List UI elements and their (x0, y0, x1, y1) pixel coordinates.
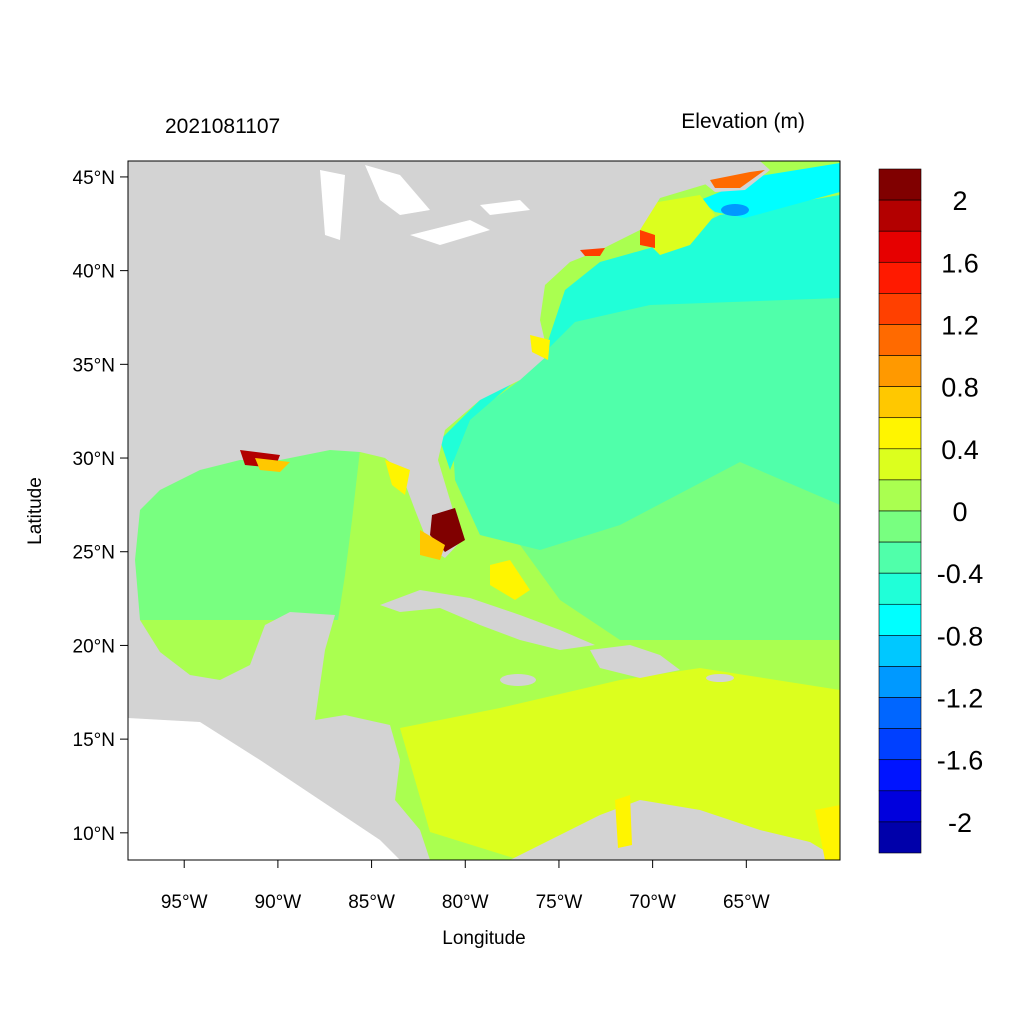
colorbar-label: 1.2 (941, 310, 979, 340)
colorbar-label: 0.8 (941, 373, 979, 403)
jamaica-land (500, 674, 536, 686)
great-lakes (320, 165, 530, 245)
variable-title: Elevation (m) (681, 110, 805, 133)
colorbar-swatch (878, 541, 922, 574)
colorbar-swatch (878, 261, 922, 294)
cuba-land (380, 590, 595, 650)
colorbar-swatch (878, 199, 922, 232)
x-tick-label: 70°W (629, 892, 676, 913)
surge-highlights (240, 170, 840, 860)
colorbar-swatch (878, 635, 922, 667)
colorbar-label: 0.4 (941, 435, 979, 465)
y-axis-label: Latitude (25, 477, 46, 545)
south-america-land (510, 800, 840, 860)
puerto-rico-land (706, 674, 734, 682)
colorbar-swatch (878, 697, 922, 729)
colorbar-swatch (878, 790, 922, 823)
colorbar-swatch (878, 386, 922, 419)
y-tick-label: 30°N (73, 449, 115, 470)
atlantic-coastal-band (440, 195, 840, 470)
colorbar-label: 1.6 (941, 248, 979, 278)
colorbar: 2 1.6 1.2 0.8 0.4 0 -0.4 -0.8 -1.2 -1.6 -2 (878, 168, 984, 854)
colorbar-label: 0 (952, 497, 967, 527)
colorbar-swatch (878, 603, 922, 636)
x-tick-label: 80°W (442, 892, 489, 913)
colorbar-label: -0.4 (937, 559, 984, 589)
x-tick-label: 90°W (255, 892, 302, 913)
atlantic-central-region (452, 295, 840, 550)
gulf-west-region (128, 450, 360, 620)
colorbar-swatch (878, 759, 922, 792)
y-tick-label: 35°N (73, 355, 115, 376)
colorbar-swatch (878, 479, 922, 512)
x-tick-label: 95°W (161, 892, 208, 913)
y-axis: 45°N 40°N 35°N 30°N 25°N 20°N 15°N 10°N (73, 168, 128, 845)
colorbar-swatch (878, 417, 922, 450)
y-tick-label: 25°N (73, 543, 115, 564)
x-tick-label: 75°W (536, 892, 583, 913)
caribbean-south-region (400, 668, 840, 860)
atlantic-south-region (520, 460, 840, 640)
y-tick-label: 20°N (73, 636, 115, 657)
x-axis-label: Longitude (442, 928, 525, 949)
x-axis: 95°W 90°W 85°W 80°W 75°W 70°W 65°W (161, 860, 770, 913)
pacific-no-data (128, 718, 400, 860)
gulf-maine-yellow (640, 195, 715, 255)
colorbar-label: 2 (952, 186, 967, 216)
map-plot (128, 161, 840, 860)
gulf-maine-blue (721, 204, 749, 216)
colorbar-label: -0.8 (937, 621, 984, 651)
x-tick-label: 65°W (723, 892, 770, 913)
colorbar-swatch (878, 572, 922, 605)
y-tick-label: 15°N (73, 730, 115, 751)
colorbar-swatch (878, 324, 922, 356)
hispaniola-land (590, 645, 680, 678)
colorbar-swatch (878, 230, 922, 263)
colorbar-swatch (878, 821, 922, 854)
colorbar-label: -1.6 (937, 746, 984, 776)
colorbar-label: -1.2 (937, 684, 984, 714)
colorbar-swatch (878, 510, 922, 543)
plot-frame (127, 160, 841, 861)
colorbar-swatch (878, 168, 922, 201)
colorbar-swatch (878, 355, 922, 387)
colorbar-swatch (878, 448, 922, 481)
y-tick-label: 10°N (73, 824, 115, 845)
colorbar-swatch (878, 293, 922, 325)
colorbar-swatch (878, 728, 922, 761)
x-tick-label: 85°W (348, 892, 395, 913)
timestamp-title: 2021081107 (165, 115, 280, 138)
y-tick-label: 45°N (73, 168, 115, 189)
colorbar-swatch (878, 666, 922, 698)
y-tick-label: 40°N (73, 262, 115, 283)
colorbar-label: -2 (948, 808, 972, 838)
